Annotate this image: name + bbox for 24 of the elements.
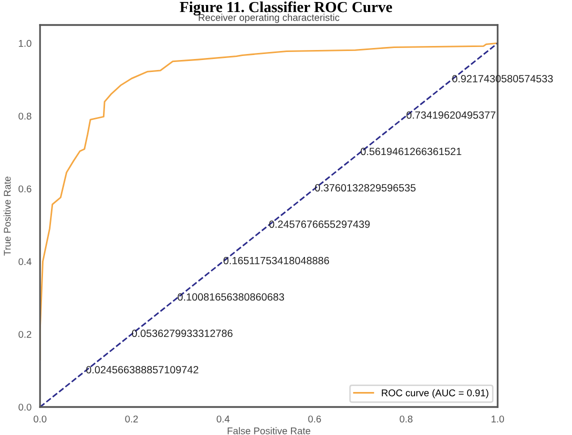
y-tick-label: 0.8 bbox=[18, 112, 32, 120]
y-tick-label: 0.0 bbox=[18, 404, 32, 411]
y-tick-label: 0.2 bbox=[18, 330, 32, 338]
annotation: 0.3760132829596535 bbox=[315, 184, 416, 192]
annotation: 0.024566388857109742 bbox=[86, 366, 198, 374]
y-axis-title: True Positive Rate bbox=[4, 176, 11, 256]
annotation: 0.16511753418048886 bbox=[223, 256, 330, 264]
annotation: 0.2457676655297439 bbox=[269, 220, 370, 228]
x-tick-label: 0.2 bbox=[125, 416, 138, 422]
x-tick-label: 0.8 bbox=[400, 416, 412, 422]
annotation: 0.73419620495377 bbox=[406, 111, 496, 119]
annotation: 0.5619461266361521 bbox=[360, 148, 462, 156]
x-tick-label: 0.4 bbox=[216, 416, 230, 422]
x-tick-label: 0.0 bbox=[34, 416, 46, 422]
chart-subtitle: Receiver operating characteristic bbox=[198, 14, 340, 23]
annotation: 0.10081656380860683 bbox=[178, 293, 284, 301]
x-tick-label: 1.0 bbox=[492, 416, 504, 422]
legend-label: ROC curve (AUC = 0.91) bbox=[382, 389, 488, 398]
annotation: 0.0536279933312786 bbox=[132, 330, 232, 338]
y-tick-label: 1.0 bbox=[18, 40, 32, 47]
y-tick-label: 0.6 bbox=[18, 185, 32, 192]
x-axis-title: False Positive Rate bbox=[228, 427, 310, 434]
x-tick-label: 0.6 bbox=[308, 416, 321, 422]
y-tick-label: 0.4 bbox=[18, 258, 32, 266]
